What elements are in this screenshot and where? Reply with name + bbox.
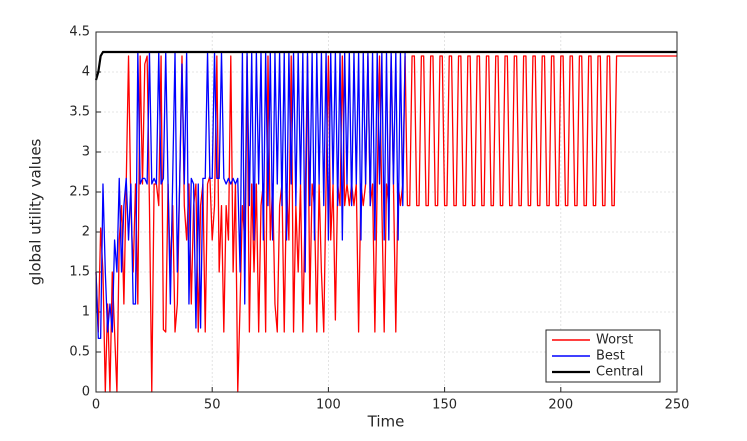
y-tick-label: 0 <box>82 385 90 400</box>
legend-label: Best <box>596 349 625 364</box>
y-tick-label: 0.5 <box>69 345 90 360</box>
legend-label: Worst <box>596 333 633 348</box>
legend-label: Central <box>596 365 643 380</box>
x-tick-label: 200 <box>548 398 573 413</box>
line-series <box>94 50 677 81</box>
x-tick-label: 250 <box>665 398 690 413</box>
line-series <box>95 51 406 340</box>
y-axis-label: global utility values <box>27 138 45 285</box>
y-tick-label: 2 <box>82 225 90 240</box>
x-axis-label: Time <box>367 413 405 431</box>
axes-box <box>95 31 678 393</box>
x-tick-label: 0 <box>92 398 100 413</box>
y-tick-label: 3 <box>82 145 90 160</box>
x-tick-label: 100 <box>316 398 341 413</box>
y-tick-label: 1 <box>82 305 90 320</box>
y-tick-label: 1.5 <box>69 265 90 280</box>
y-tick-label: 2.5 <box>69 185 90 200</box>
y-tick-label: 4 <box>82 65 90 80</box>
x-tick-label: 150 <box>432 398 457 413</box>
x-tick-label: 50 <box>204 398 221 413</box>
y-tick-label: 4.5 <box>69 25 90 40</box>
y-tick-label: 3.5 <box>69 105 90 120</box>
